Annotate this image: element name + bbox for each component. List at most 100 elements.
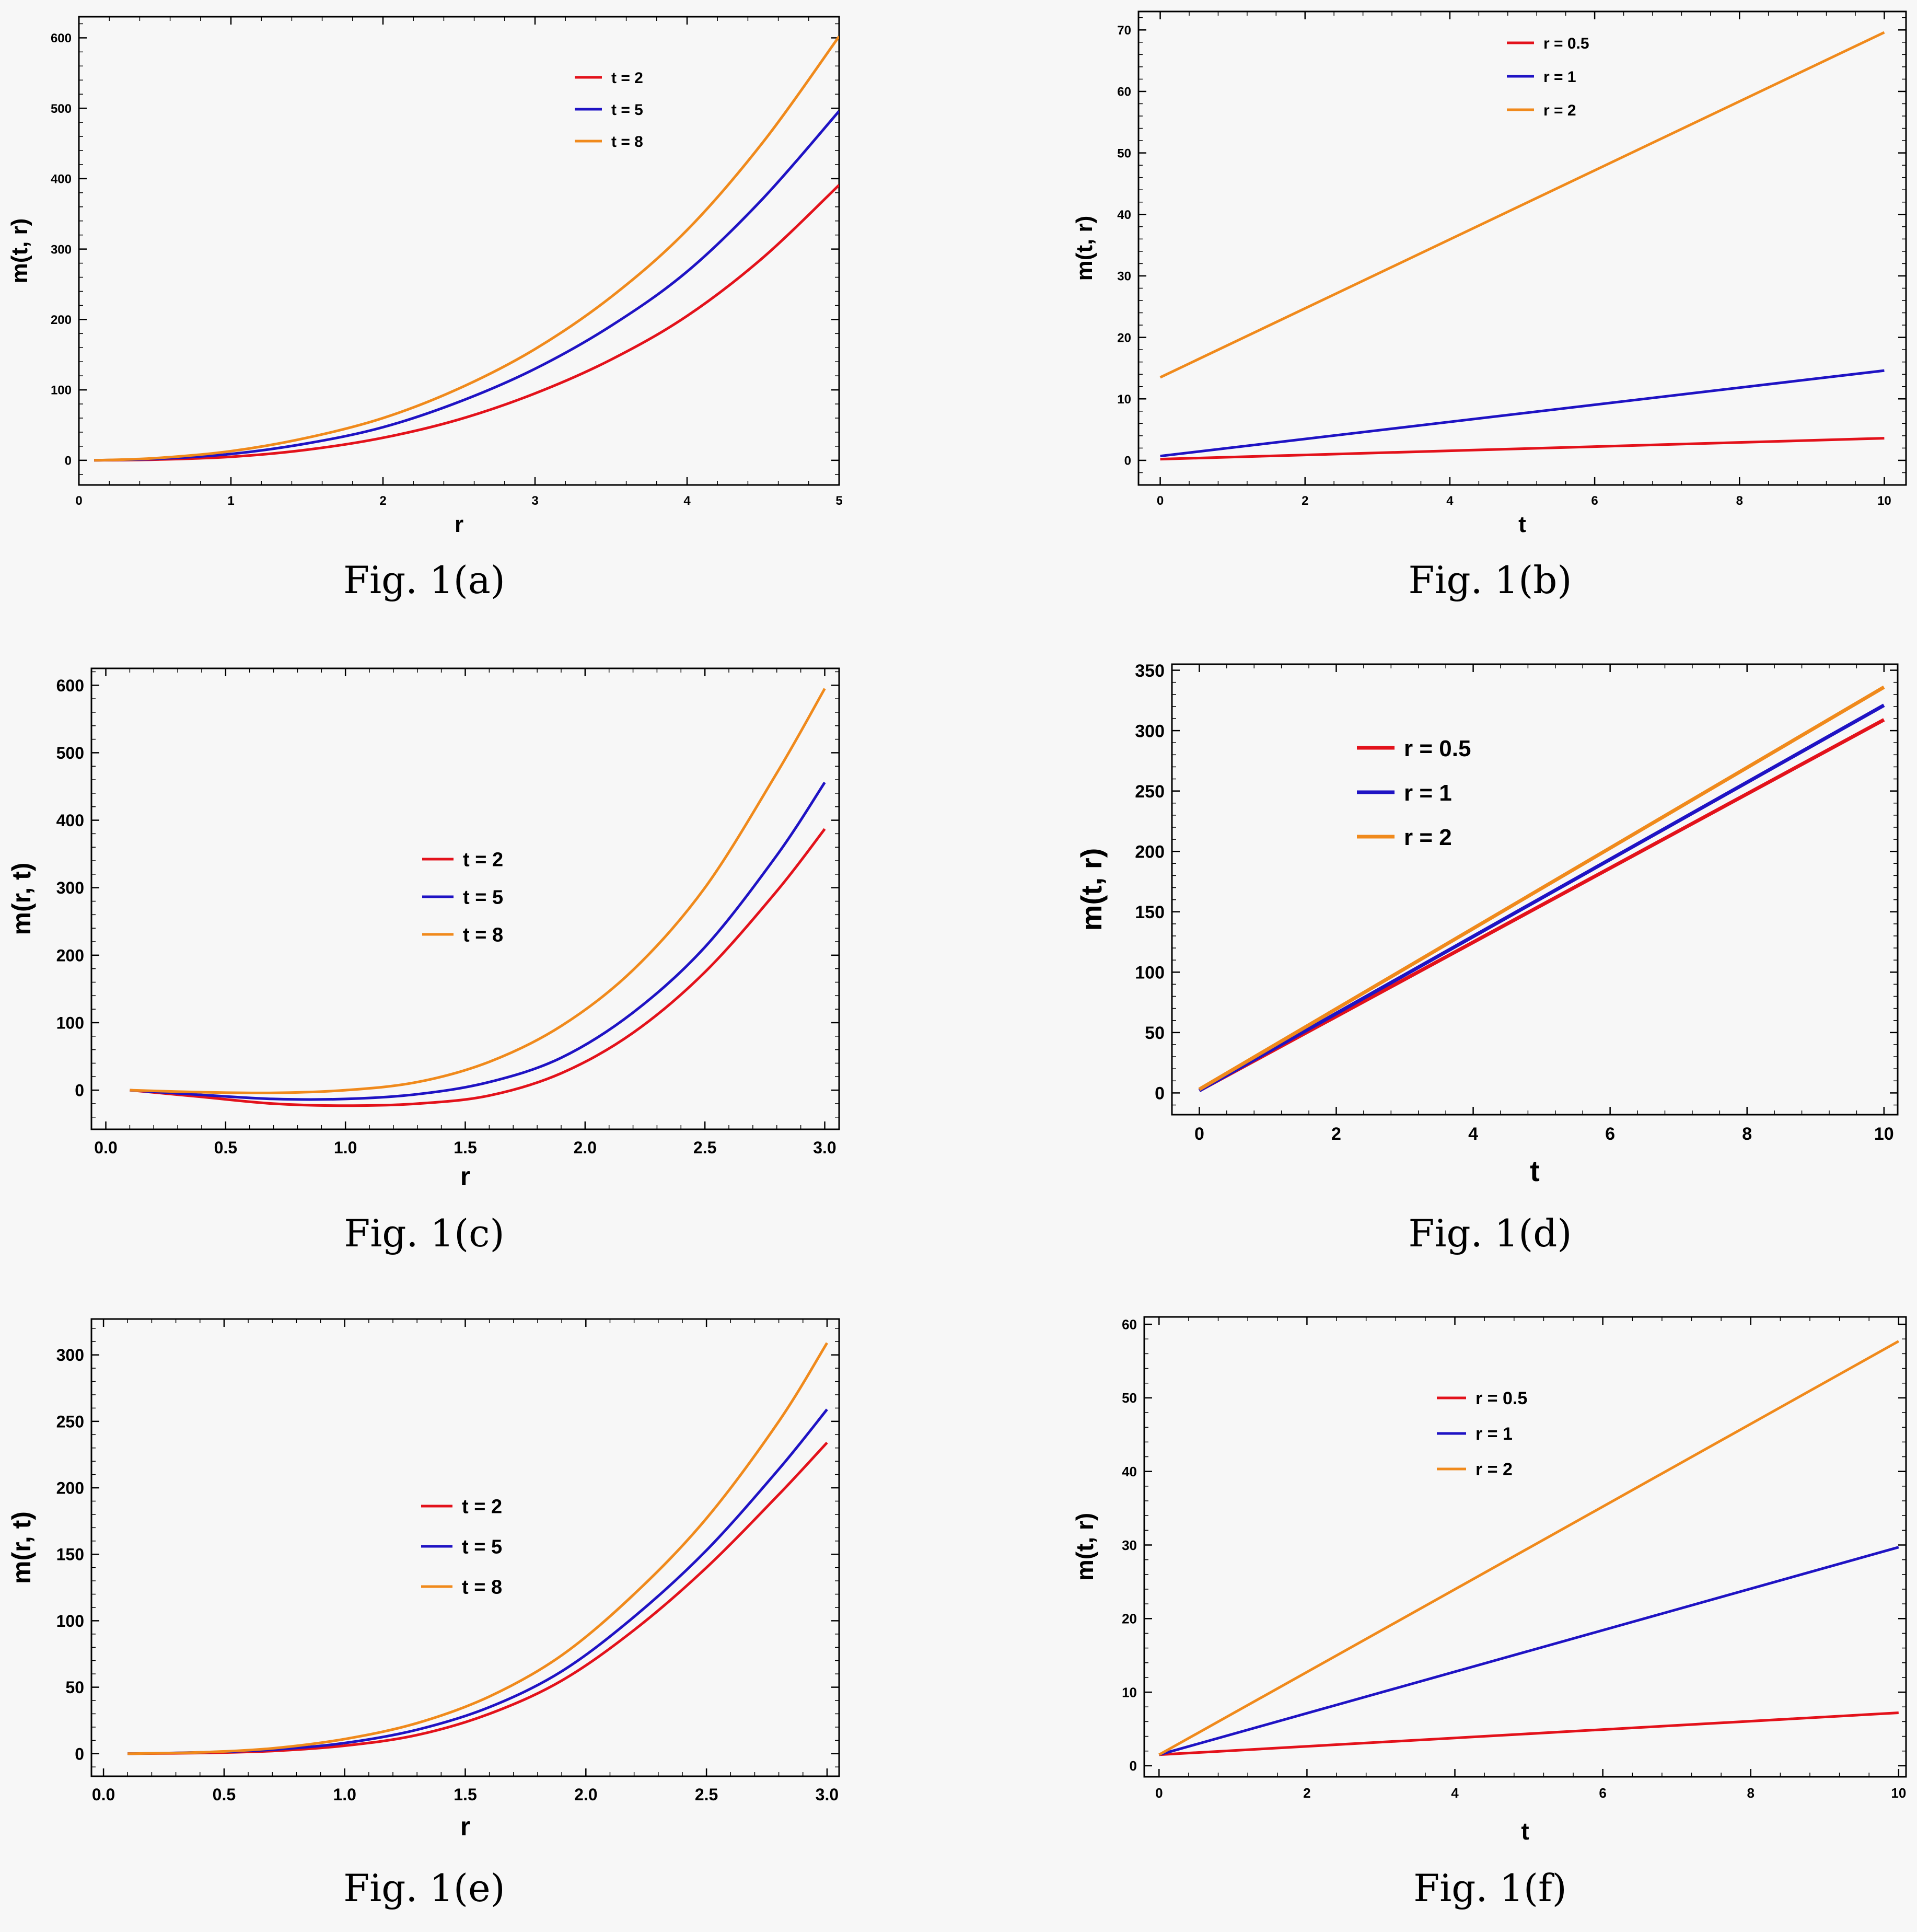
- x-tick-label: 2: [1302, 494, 1308, 508]
- y-tick-label: 0: [75, 1081, 84, 1100]
- x-tick-label: 8: [1736, 494, 1743, 508]
- y-tick-label: 200: [56, 946, 84, 965]
- y-tick-label: 250: [1135, 782, 1165, 802]
- y-tick-label: 50: [65, 1678, 84, 1697]
- x-tick-label: 1.0: [334, 1138, 357, 1157]
- y-tick-label: 10: [1122, 1684, 1137, 1700]
- figure-caption: Fig. 1(a): [343, 558, 505, 602]
- x-tick-label: 0.5: [213, 1785, 236, 1804]
- series-line-r2: [1198, 685, 1885, 1091]
- plot-frame: [1171, 663, 1899, 1116]
- x-tick-label: 10: [1874, 1124, 1894, 1144]
- y-tick-label: 50: [1145, 1023, 1165, 1043]
- x-axis-label: r: [460, 1162, 470, 1191]
- y-axis-label: m(t, r): [7, 218, 32, 284]
- y-tick-label: 50: [1122, 1390, 1137, 1406]
- y-tick-label: 40: [1122, 1464, 1137, 1479]
- series-line-r1: [1160, 369, 1885, 458]
- y-tick-label: 150: [1135, 903, 1165, 922]
- series-line-r0p5: [1159, 1711, 1899, 1756]
- series-line-r0p5: [1160, 437, 1885, 461]
- x-tick-label: 0.5: [214, 1138, 237, 1157]
- series-line-r2: [1158, 1340, 1900, 1756]
- y-tick-label: 300: [56, 1346, 84, 1364]
- y-tick-label: 200: [51, 313, 72, 327]
- y-tick-label: 600: [51, 31, 72, 45]
- legend: t = 2 t = 5 t = 8: [421, 1496, 502, 1599]
- y-tick-label: 100: [51, 384, 72, 398]
- x-tick-label: 4: [683, 494, 691, 508]
- legend: t = 2 t = 5 t = 8: [575, 70, 643, 151]
- legend: r = 0.5 r = 1 r = 2: [1507, 35, 1589, 119]
- legend-label: t = 5: [611, 101, 643, 119]
- x-tick-label: 0.0: [92, 1785, 115, 1804]
- series-line-t2: [130, 828, 826, 1107]
- x-tick-label: 4: [1446, 494, 1454, 508]
- y-tick-label: 30: [1122, 1537, 1137, 1553]
- minor-ticks: [78, 17, 840, 485]
- x-tick-label: 0: [1194, 1124, 1204, 1144]
- minor-ticks: [1144, 1317, 1906, 1777]
- y-tick-label: 300: [1135, 721, 1165, 741]
- series-line-t8: [130, 688, 826, 1094]
- series-line-t5: [94, 110, 839, 462]
- x-tick-label: 1.0: [333, 1785, 356, 1804]
- legend-label: r = 0.5: [1543, 35, 1589, 52]
- x-tick-label: 1.5: [454, 1138, 477, 1157]
- legend: r = 0.5 r = 1 r = 2: [1437, 1389, 1527, 1479]
- x-tick-label: 2.5: [693, 1138, 716, 1157]
- y-axis-label: m(t, r): [1075, 848, 1108, 931]
- series-line-t2: [94, 184, 839, 462]
- plot-frame: [78, 16, 840, 486]
- y-axis-label: m(r, t): [7, 1511, 36, 1584]
- x-tick-label: 2: [379, 494, 386, 508]
- legend-label: t = 5: [463, 887, 503, 909]
- y-tick-label: 0: [1155, 1084, 1165, 1104]
- x-tick-label: 2.0: [574, 1785, 597, 1804]
- plot-frame: [1143, 1316, 1907, 1778]
- x-axis-label: r: [460, 1812, 470, 1841]
- chart-panel-c: 0.0 0.5 1.0 1.5 2.0 2.5 3.0 0 100 200 300 400 500 600…: [7, 667, 840, 1255]
- x-tick-label: 4: [1451, 1785, 1459, 1801]
- legend-label: t = 8: [611, 133, 643, 151]
- series-line-r1: [1158, 1546, 1899, 1756]
- y-tick-label: 10: [1117, 392, 1131, 407]
- x-tick-label: 1: [227, 494, 234, 508]
- x-tick-label: 5: [835, 494, 842, 508]
- y-tick-label: 300: [51, 242, 72, 257]
- y-tick-label: 60: [1117, 85, 1131, 99]
- x-tick-label: 3: [531, 494, 538, 508]
- y-axis-label: m(r, t): [7, 863, 36, 935]
- y-tick-label: 0: [75, 1744, 84, 1763]
- x-tick-label: 6: [1599, 1785, 1606, 1801]
- y-tick-label: 50: [1117, 146, 1131, 160]
- x-tick-label: 2: [1331, 1124, 1341, 1144]
- figure-caption: Fig. 1(c): [344, 1211, 504, 1255]
- legend: t = 2 t = 5 t = 8: [422, 849, 503, 946]
- legend-label: r = 0.5: [1404, 736, 1471, 761]
- x-tick-label: 3.0: [816, 1785, 839, 1804]
- plot-frame: [1137, 10, 1907, 486]
- x-tick-label: 0: [1155, 1785, 1163, 1801]
- legend-label: t = 2: [462, 1496, 502, 1518]
- minor-ticks: [1171, 664, 1898, 1115]
- x-axis-label: t: [1521, 1818, 1529, 1845]
- chart-panel-e: 0.0 0.5 1.0 1.5 2.0 2.5 3.0 0 50 100 150 200 250 300 r…: [7, 1318, 840, 1910]
- x-tick-label: 6: [1605, 1124, 1615, 1144]
- x-axis-label: r: [455, 512, 463, 537]
- y-tick-label: 400: [51, 172, 72, 187]
- y-axis-label: m(t, r): [1072, 216, 1097, 281]
- legend-label: r = 1: [1475, 1424, 1513, 1444]
- legend-label: r = 0.5: [1475, 1389, 1527, 1408]
- x-tick-label: 3.0: [813, 1138, 836, 1157]
- figure-caption: Fig. 1(f): [1413, 1866, 1566, 1910]
- y-tick-label: 100: [1135, 963, 1165, 983]
- y-axis-label: m(t, r): [1071, 1513, 1098, 1581]
- x-tick-label: 2: [1303, 1785, 1310, 1801]
- y-tick-label: 0: [1124, 454, 1131, 468]
- figure-caption: Fig. 1(b): [1409, 558, 1572, 602]
- x-tick-label: 2.5: [695, 1785, 718, 1804]
- x-tick-label: 6: [1591, 494, 1598, 508]
